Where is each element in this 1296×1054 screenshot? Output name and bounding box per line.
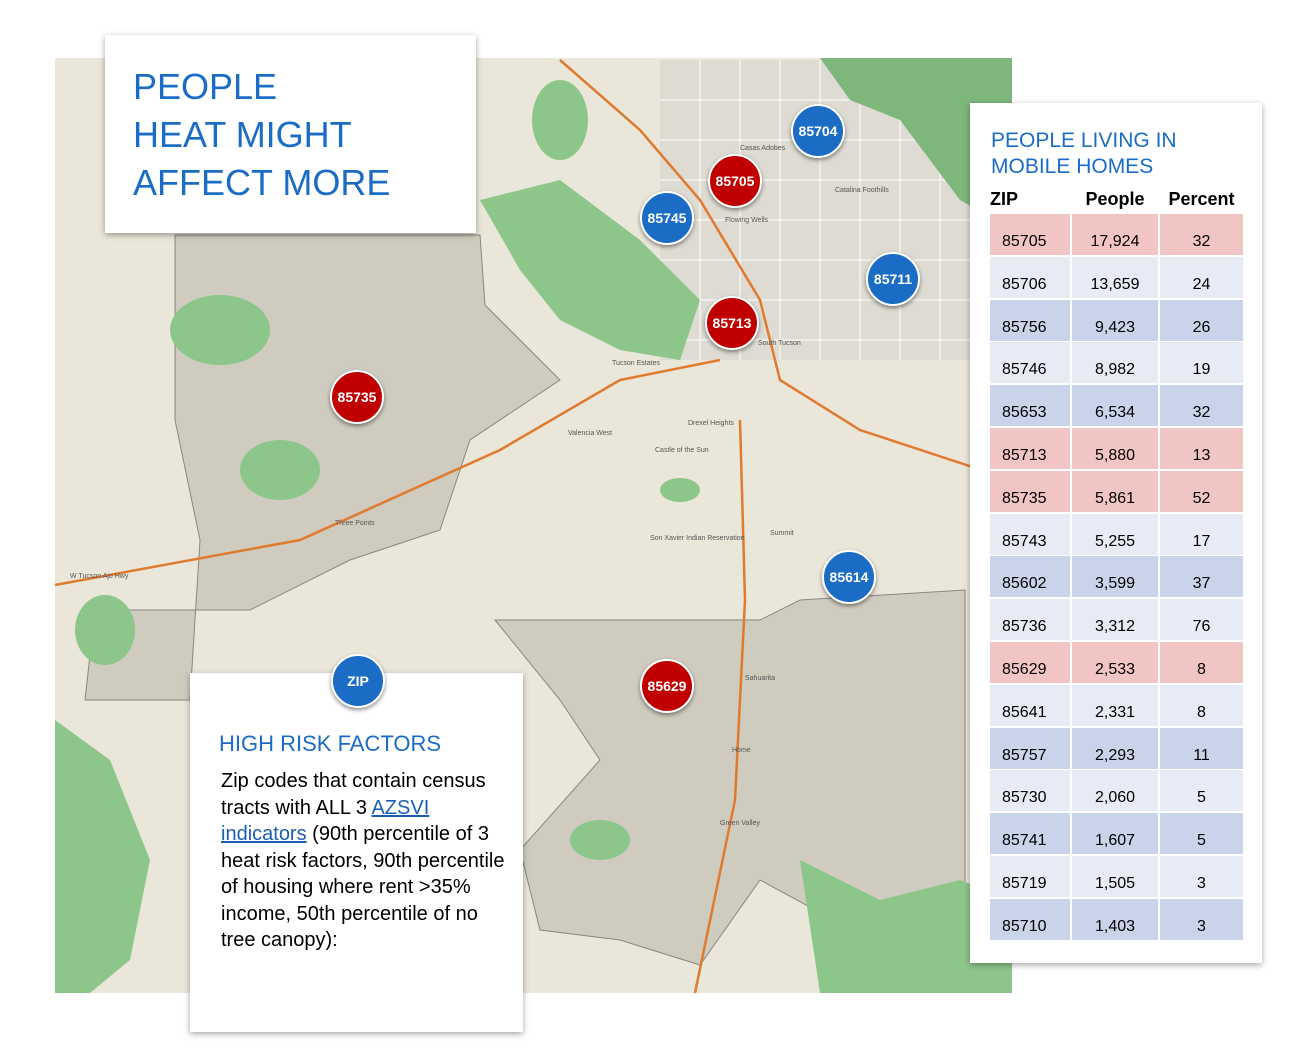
zip-marker: 85704: [791, 104, 845, 158]
table-cell: 6,534: [1072, 385, 1158, 427]
table-cell: 5,861: [1072, 470, 1158, 512]
table-cell: 85743: [990, 513, 1070, 555]
table-cell: 85730: [990, 770, 1070, 812]
legend-text-part: (90th percentile of 3 heat risk factors,…: [221, 823, 505, 951]
table-cell: 85710: [990, 898, 1070, 940]
title-line: PEOPLE: [133, 66, 278, 107]
table-cell: 11: [1160, 727, 1243, 769]
table-cell: 13,659: [1072, 256, 1158, 298]
zip-marker: 85705: [708, 154, 762, 208]
table-cell: 1,403: [1072, 898, 1158, 940]
table-cell: 85641: [990, 684, 1070, 726]
table-cell: 1,607: [1072, 813, 1158, 855]
table-cell: 3: [1160, 856, 1243, 897]
table-cell: 5: [1160, 813, 1243, 855]
legend-marker: ZIP: [331, 654, 385, 708]
table-cell: 8,982: [1072, 342, 1158, 384]
table-cell: 2,060: [1072, 770, 1158, 812]
table-cell: 3,599: [1072, 556, 1158, 598]
table-cell: 85756: [990, 299, 1070, 341]
zip-area: [493, 589, 966, 966]
table-cell: 85757: [990, 727, 1070, 769]
table-cell: 85706: [990, 256, 1070, 298]
map-label: Sahuarita: [745, 675, 775, 682]
table-cell: 1,505: [1072, 856, 1158, 897]
title-box: PEOPLE HEAT MIGHT AFFECT MORE: [105, 35, 476, 233]
legend-text-part: Zip codes that contain census tracts wit…: [221, 770, 486, 819]
mountains: [55, 58, 1012, 993]
table-cell: 32: [1160, 214, 1243, 255]
highways: [54, 59, 1013, 994]
zip-marker: 85629: [640, 659, 694, 713]
table-cell: 85746: [990, 342, 1070, 384]
table-cell: 13: [1160, 428, 1243, 469]
table-cell: 9,423: [1072, 299, 1158, 341]
map-label: Flowing Wells: [725, 217, 769, 224]
table-cell: 76: [1160, 599, 1243, 641]
table-cell: 85705: [990, 214, 1070, 255]
map-label: Valencia West: [568, 430, 612, 437]
table-cell: 26: [1160, 299, 1243, 341]
map-label: Three Points: [335, 520, 375, 527]
table-cell: 5: [1160, 770, 1243, 812]
table-cell: 19: [1160, 342, 1243, 384]
table-cell: 3: [1160, 898, 1243, 940]
table-cell: 85741: [990, 813, 1070, 855]
table-cell: 8: [1160, 642, 1243, 683]
column-header: People: [1085, 189, 1145, 209]
legend-heading: HIGH RISK FACTORS: [219, 731, 442, 756]
table-cell: 85653: [990, 385, 1070, 427]
zip-marker: 85745: [640, 191, 694, 245]
table-cell: 5,255: [1072, 513, 1158, 555]
zip-marker: 85713: [705, 296, 759, 350]
column-header: ZIP: [990, 189, 1019, 209]
table-cell: 85736: [990, 599, 1070, 641]
table-cell: 85719: [990, 856, 1070, 897]
table-cell: 85735: [990, 470, 1070, 512]
column-header: Percent: [1168, 189, 1235, 209]
legend-link[interactable]: AZSVI indicators: [221, 796, 430, 846]
table-cell: 3,312: [1072, 599, 1158, 641]
map-label: Green Valley: [720, 820, 760, 827]
table-cell: 32: [1160, 385, 1243, 427]
table-cell: 85629: [990, 642, 1070, 683]
map-label: Son Xavier Indian Reservation: [650, 535, 745, 542]
table-cell: 2,533: [1072, 642, 1158, 683]
table-cell: 2,331: [1072, 684, 1158, 726]
map-label: South Tucson: [758, 340, 801, 347]
table-box: PEOPLE LIVING IN MOBILE HOMES ZIP People P…: [970, 103, 1262, 963]
map-label: Castle of the Sun: [655, 447, 709, 454]
map-label: Tucson Estates: [612, 360, 660, 367]
map-label: Casas Adobes: [740, 145, 786, 152]
title-line: HEAT MIGHT: [133, 114, 352, 155]
table-cell: 5,880: [1072, 428, 1158, 469]
table-cell: 17: [1160, 513, 1243, 555]
map-label: W Tucson Ajo Hwy: [70, 573, 129, 580]
table-cell: 24: [1160, 256, 1243, 298]
table-cell: 85602: [990, 556, 1070, 598]
table-cell: 8: [1160, 684, 1243, 726]
map-label: Catalina Foothills: [835, 187, 889, 194]
zip-marker: 85711: [866, 252, 920, 306]
legend-box: HIGH RISK FACTORS Zip codes that contain…: [190, 673, 523, 1032]
table-cell: 85713: [990, 428, 1070, 469]
map-label: Home: [732, 747, 751, 754]
table-cell: 2,293: [1072, 727, 1158, 769]
table-title-line: MOBILE HOMES: [991, 155, 1154, 178]
table-cell: 17,924: [1072, 214, 1158, 255]
table-cell: 52: [1160, 470, 1243, 512]
table-cell: 37: [1160, 556, 1243, 598]
title-line: AFFECT MORE: [133, 162, 391, 203]
table-title: PEOPLE LIVING IN MOBILE HOMES: [991, 128, 1177, 180]
zip-marker: 85614: [822, 550, 876, 604]
map-label: Summit: [770, 530, 794, 537]
table-title-line: PEOPLE LIVING IN: [991, 129, 1177, 152]
zip-marker: 85735: [330, 370, 384, 424]
map-label: Drexel Heights: [688, 420, 734, 427]
legend-text: Zip codes that contain census tracts wit…: [221, 768, 506, 954]
